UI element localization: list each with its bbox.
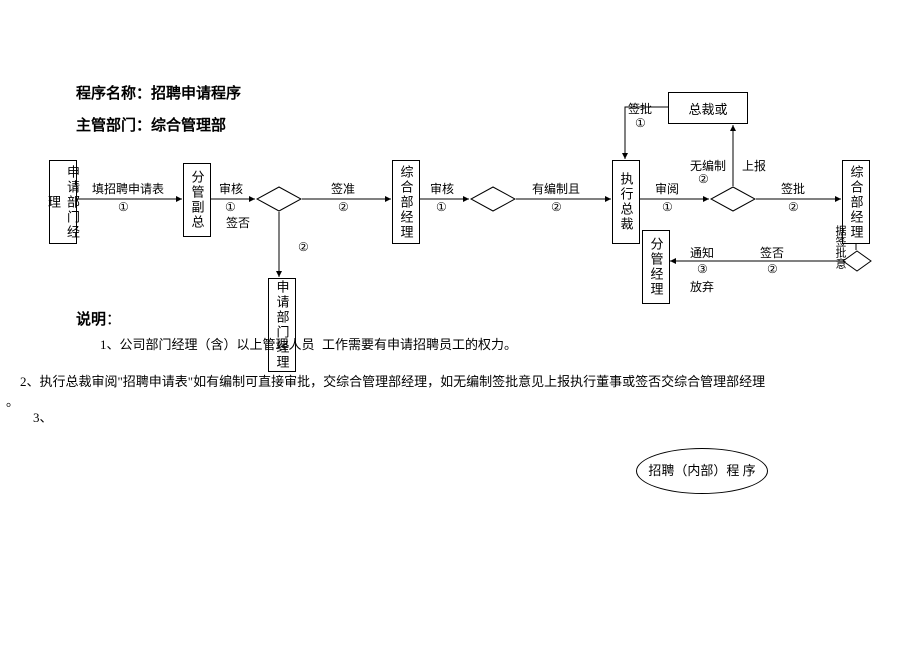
- notes-line1b: 工作需要有申请招聘员工的权力。: [322, 335, 517, 356]
- label-e3b: ②: [338, 200, 349, 215]
- label-e6b: ①: [662, 200, 673, 215]
- label-e11b: ③: [697, 262, 708, 277]
- label-e7b: ②: [698, 172, 709, 187]
- label-e5a: 有编制且: [532, 180, 580, 197]
- label-e6a: 审阅: [655, 180, 679, 197]
- label-e1b: ①: [118, 200, 129, 215]
- label-e11a: 通知: [690, 244, 714, 261]
- arrows-layer: [0, 0, 920, 470]
- label-e7c: 上报: [742, 157, 766, 174]
- label-e10b: ②: [767, 262, 778, 277]
- notes-line3: 3、: [33, 408, 53, 429]
- notes-line2end: 。: [6, 392, 19, 413]
- label-e9b: ②: [788, 200, 799, 215]
- label-e2c: 签否: [226, 214, 250, 231]
- label-e4a: 审核: [430, 180, 454, 197]
- label-e2a: 审核: [219, 180, 243, 197]
- label-e11c: 放弃: [690, 278, 714, 295]
- terminator: 招聘（内部）程 序: [636, 448, 768, 494]
- label-e10a: 签否: [760, 244, 784, 261]
- label-e2d: ②: [298, 240, 309, 255]
- label-e3a: 签准: [331, 180, 355, 197]
- label-e10c: 据签批意: [832, 225, 848, 269]
- notes-line1a: 1、公司部门经理（含）以上管理人员: [100, 335, 315, 356]
- label-e1a: 填招聘申请表: [92, 180, 164, 197]
- label-e2b: ①: [225, 200, 236, 215]
- label-e5b: ②: [551, 200, 562, 215]
- label-e8b: ①: [635, 116, 646, 131]
- notes-heading: 说明：: [76, 308, 121, 329]
- notes-line2: 2、执行总裁审阅"招聘申请表"如有编制可直接审批，交综合管理部经理，如无编制签批…: [20, 372, 900, 393]
- label-e9a: 签批: [781, 180, 805, 197]
- label-e4b: ①: [436, 200, 447, 215]
- label-e8a: 签批: [628, 100, 652, 117]
